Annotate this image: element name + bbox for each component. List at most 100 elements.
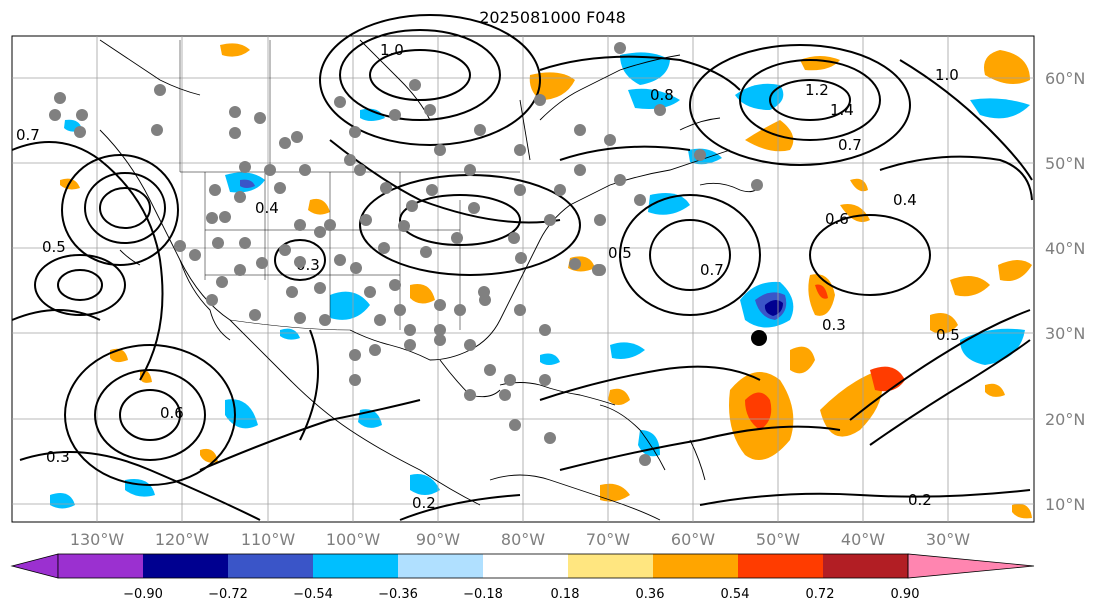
station-dot: [294, 256, 306, 268]
contour-lines: [11, 14, 1033, 521]
station-dot: [254, 112, 266, 124]
colorbar-tick-label: 0.90: [891, 587, 920, 602]
station-dot: [294, 219, 306, 231]
station-dot: [474, 124, 486, 136]
station-dot: [76, 109, 88, 121]
station-dot: [249, 309, 261, 321]
station-dot: [219, 211, 231, 223]
station-dot: [378, 242, 390, 254]
colorbar-segment: [653, 554, 738, 578]
contour-label: 0.5: [42, 238, 66, 256]
station-dot: [319, 314, 331, 326]
colorbar-tick-label: −0.72: [208, 587, 248, 602]
colorbar-segment: [823, 554, 908, 578]
lon-label: 130°W: [70, 530, 125, 549]
station-dot: [509, 419, 521, 431]
station-dot: [239, 161, 251, 173]
station-dot: [74, 126, 86, 138]
station-dot: [554, 184, 566, 196]
station-dot: [369, 344, 381, 356]
station-dot: [464, 389, 476, 401]
station-dot: [434, 334, 446, 346]
station-dot: [286, 286, 298, 298]
lon-label: 100°W: [326, 530, 381, 549]
station-dots: [49, 42, 763, 466]
station-dot: [151, 124, 163, 136]
colorbar-tick-label: 0.18: [551, 587, 580, 602]
contour-label: 0.7: [838, 136, 862, 154]
station-dot: [434, 144, 446, 156]
station-dot: [279, 137, 291, 149]
station-dot: [639, 454, 651, 466]
station-dot: [694, 149, 706, 161]
contour-label: 0.7: [700, 261, 724, 279]
lon-label: 50°W: [756, 530, 800, 549]
lon-label: 80°W: [501, 530, 545, 549]
colorbar-tick-label: −0.18: [463, 587, 503, 602]
contour-labels: 0.7 0.5 0.3 0.6 0.4 0.2 1.0 0.8 1.2 0.4 …: [16, 41, 960, 512]
storm-center-marker: [751, 330, 767, 346]
station-dot: [539, 374, 551, 386]
contour-label: 1.0: [935, 66, 959, 84]
station-dot: [515, 252, 527, 264]
station-dot: [539, 324, 551, 336]
station-dot: [206, 212, 218, 224]
station-dot: [234, 264, 246, 276]
station-dot: [464, 339, 476, 351]
station-dot: [508, 232, 520, 244]
station-dot: [751, 179, 763, 191]
station-dot: [514, 144, 526, 156]
station-dot: [389, 109, 401, 121]
lon-label: 110°W: [241, 530, 296, 549]
station-dot: [209, 184, 221, 196]
contour-label: 0.6: [825, 210, 849, 228]
station-dot: [334, 96, 346, 108]
station-dot: [49, 109, 61, 121]
station-dot: [294, 312, 306, 324]
station-dot: [324, 219, 336, 231]
station-dot: [420, 246, 432, 258]
station-dot: [484, 364, 496, 376]
station-dot: [54, 92, 66, 104]
station-dot: [349, 349, 361, 361]
map-title: 2025081000 F048: [479, 8, 626, 27]
station-dot: [574, 124, 586, 136]
station-dot: [206, 294, 218, 306]
map-area: 0.7 0.5 0.3 0.6 0.4 0.2 1.0 0.8 1.2 0.4 …: [11, 14, 1035, 523]
station-dot: [229, 127, 241, 139]
station-dot: [349, 126, 361, 138]
station-dot: [434, 324, 446, 336]
station-dot: [350, 262, 362, 274]
latitude-labels: 60°N 50°N 40°N 30°N 20°N 10°N: [1045, 69, 1085, 514]
station-dot: [234, 191, 246, 203]
lon-label: 90°W: [416, 530, 460, 549]
station-dot: [544, 432, 556, 444]
contour-label: 0.5: [608, 244, 632, 262]
graticule: [12, 36, 1034, 522]
station-dot: [514, 304, 526, 316]
lon-label: 30°W: [926, 530, 970, 549]
station-dot: [468, 202, 480, 214]
station-dot: [614, 174, 626, 186]
station-dot: [394, 304, 406, 316]
station-dot: [424, 104, 436, 116]
station-dot: [499, 389, 511, 401]
colorbar-extend-max: [907, 553, 1035, 579]
station-dot: [334, 254, 346, 266]
station-dot: [264, 164, 276, 176]
station-dot: [634, 194, 646, 206]
contour-label: 0.5: [936, 326, 960, 344]
station-dot: [406, 200, 418, 212]
station-dot: [354, 164, 366, 176]
lat-label: 30°N: [1045, 324, 1085, 343]
station-dot: [314, 226, 326, 238]
lat-label: 50°N: [1045, 154, 1085, 173]
lon-label: 70°W: [586, 530, 630, 549]
contour-label: 1.4: [830, 101, 854, 119]
station-dot: [464, 164, 476, 176]
lon-label: 40°W: [841, 530, 885, 549]
station-dot: [604, 134, 616, 146]
colorbar-segment: [483, 554, 568, 578]
colorbar-tick-label: −0.54: [293, 587, 333, 602]
